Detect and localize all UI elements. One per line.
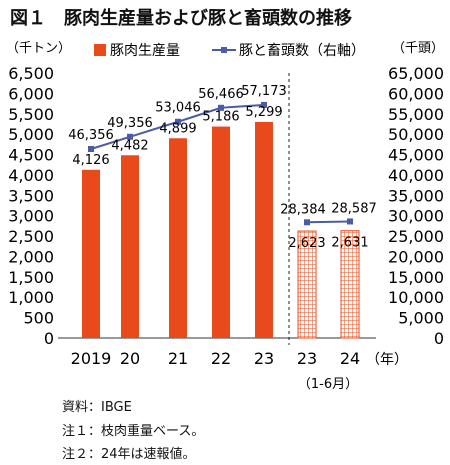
bar-data-label: 4,899 <box>159 121 196 136</box>
y-left-tick-label: 500 <box>23 309 54 328</box>
bar-data-label: 2,631 <box>331 236 368 251</box>
x-unit: （年） <box>366 352 408 368</box>
y-left-tick-label: 4,000 <box>8 166 54 185</box>
y-right-tick-label: 15,000 <box>388 268 444 287</box>
line-point <box>218 104 224 111</box>
y-left-tick-label: 2,000 <box>8 247 54 266</box>
bar <box>82 169 100 338</box>
y-right-tick-label: 10,000 <box>388 288 444 307</box>
y-left-tick-label: 2,500 <box>8 227 54 246</box>
y-left-tick-label: 6,500 <box>8 64 54 83</box>
y-left-tick-label: 4,500 <box>8 146 54 165</box>
line-data-label: 28,384 <box>280 202 326 217</box>
note-source: 資料：IBGE <box>62 400 132 415</box>
bar-data-label: 5,299 <box>245 105 282 120</box>
y-left-tick-label: 6,000 <box>8 84 54 103</box>
bar <box>212 126 230 338</box>
y-left-tick-label: 3,500 <box>8 186 54 205</box>
line-point <box>304 219 310 226</box>
legend-bar-label: 豚肉生産量 <box>110 43 180 59</box>
x-tick-label: 20 <box>120 349 140 368</box>
legend-line-marker <box>221 47 227 53</box>
bar-hatched <box>297 230 317 339</box>
legend-line-label: 豚と畜頭数（右軸） <box>239 43 365 59</box>
line-data-label: 53,046 <box>155 101 201 116</box>
chart-title: 図１ 豚肉生産量および豚と畜頭数の推移 <box>10 8 352 29</box>
line-point <box>261 101 267 108</box>
y-left-unit: （千トン） <box>6 41 71 56</box>
note-2: 注２：24年は速報値。 <box>62 447 196 462</box>
y-right-tick-label: 5,000 <box>398 309 444 328</box>
line-series-half <box>306 220 351 224</box>
line-point <box>127 133 133 140</box>
y-left-tick-label: 1,000 <box>8 288 54 307</box>
y-right-tick-label: 60,000 <box>388 84 444 103</box>
y-left-tick-label: 3,000 <box>8 207 54 226</box>
line-data-label: 28,587 <box>331 201 377 216</box>
x-tick-label: 21 <box>168 349 188 368</box>
y-left-tick-label: 5,500 <box>8 105 54 124</box>
x-tick-label: 22 <box>211 349 231 368</box>
x-tick-label: 24 <box>340 349 360 368</box>
x-tick-label: 23 <box>297 349 317 368</box>
x-sublabel: （1-6月） <box>298 377 358 392</box>
x-tick-label: 23 <box>254 349 274 368</box>
y-left-tick-label: 5,000 <box>8 125 54 144</box>
line-point <box>175 118 181 125</box>
line-data-label: 49,356 <box>107 116 153 131</box>
y-right-tick-label: 25,000 <box>388 227 444 246</box>
bar <box>121 155 139 338</box>
bar <box>255 121 273 339</box>
bar-hatched <box>340 230 360 339</box>
y-right-unit: （千頭） <box>392 41 444 56</box>
y-left-tick-label: 0 <box>44 329 54 348</box>
y-right-tick-label: 45,000 <box>388 146 444 165</box>
line-point <box>88 146 94 153</box>
x-tick-label: 2019 <box>71 349 112 368</box>
y-right-tick-label: 50,000 <box>388 125 444 144</box>
y-right-tick-label: 30,000 <box>388 207 444 226</box>
line-point <box>347 218 353 225</box>
y-right-tick-label: 0 <box>434 329 444 348</box>
y-right-tick-label: 55,000 <box>388 105 444 124</box>
y-right-tick-label: 40,000 <box>388 166 444 185</box>
line-data-label: 56,466 <box>198 87 244 102</box>
bar <box>169 138 187 338</box>
note-1: 注１：枝肉重量ベース。 <box>62 424 205 439</box>
y-right-tick-label: 20,000 <box>388 247 444 266</box>
line-data-label: 46,356 <box>68 128 114 143</box>
legend-bar-swatch <box>94 44 106 56</box>
bar-data-label: 4,482 <box>111 138 148 153</box>
y-right-tick-label: 65,000 <box>388 64 444 83</box>
line-data-label: 57,173 <box>241 84 287 99</box>
chart: （千トン） （千頭）05001,0001,5002,0002,5003,0003,… <box>6 41 444 392</box>
y-right-tick-label: 35,000 <box>388 186 444 205</box>
bar-data-label: 2,623 <box>288 236 325 251</box>
bar-data-label: 5,186 <box>202 110 239 125</box>
bar-data-label: 4,126 <box>72 153 109 168</box>
y-left-tick-label: 1,500 <box>8 268 54 287</box>
